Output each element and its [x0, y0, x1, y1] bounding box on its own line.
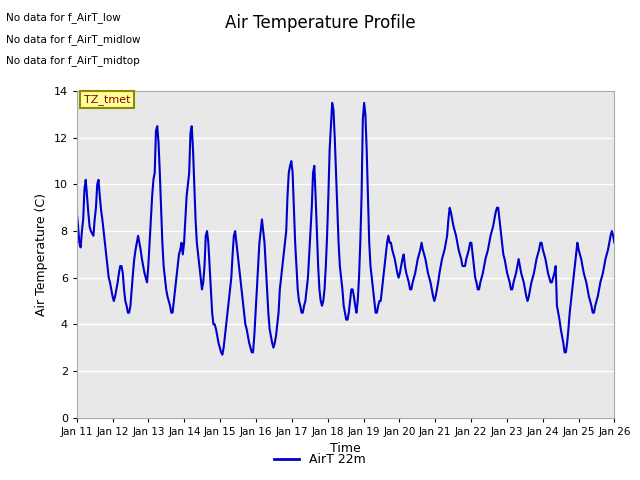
Text: No data for f_AirT_low: No data for f_AirT_low	[6, 12, 121, 23]
Text: No data for f_AirT_midlow: No data for f_AirT_midlow	[6, 34, 141, 45]
Legend: AirT 22m: AirT 22m	[269, 448, 371, 471]
Text: Air Temperature Profile: Air Temperature Profile	[225, 14, 415, 33]
Text: TZ_tmet: TZ_tmet	[84, 94, 131, 105]
Y-axis label: Air Temperature (C): Air Temperature (C)	[35, 193, 48, 316]
Text: No data for f_AirT_midtop: No data for f_AirT_midtop	[6, 55, 140, 66]
X-axis label: Time: Time	[330, 442, 361, 455]
